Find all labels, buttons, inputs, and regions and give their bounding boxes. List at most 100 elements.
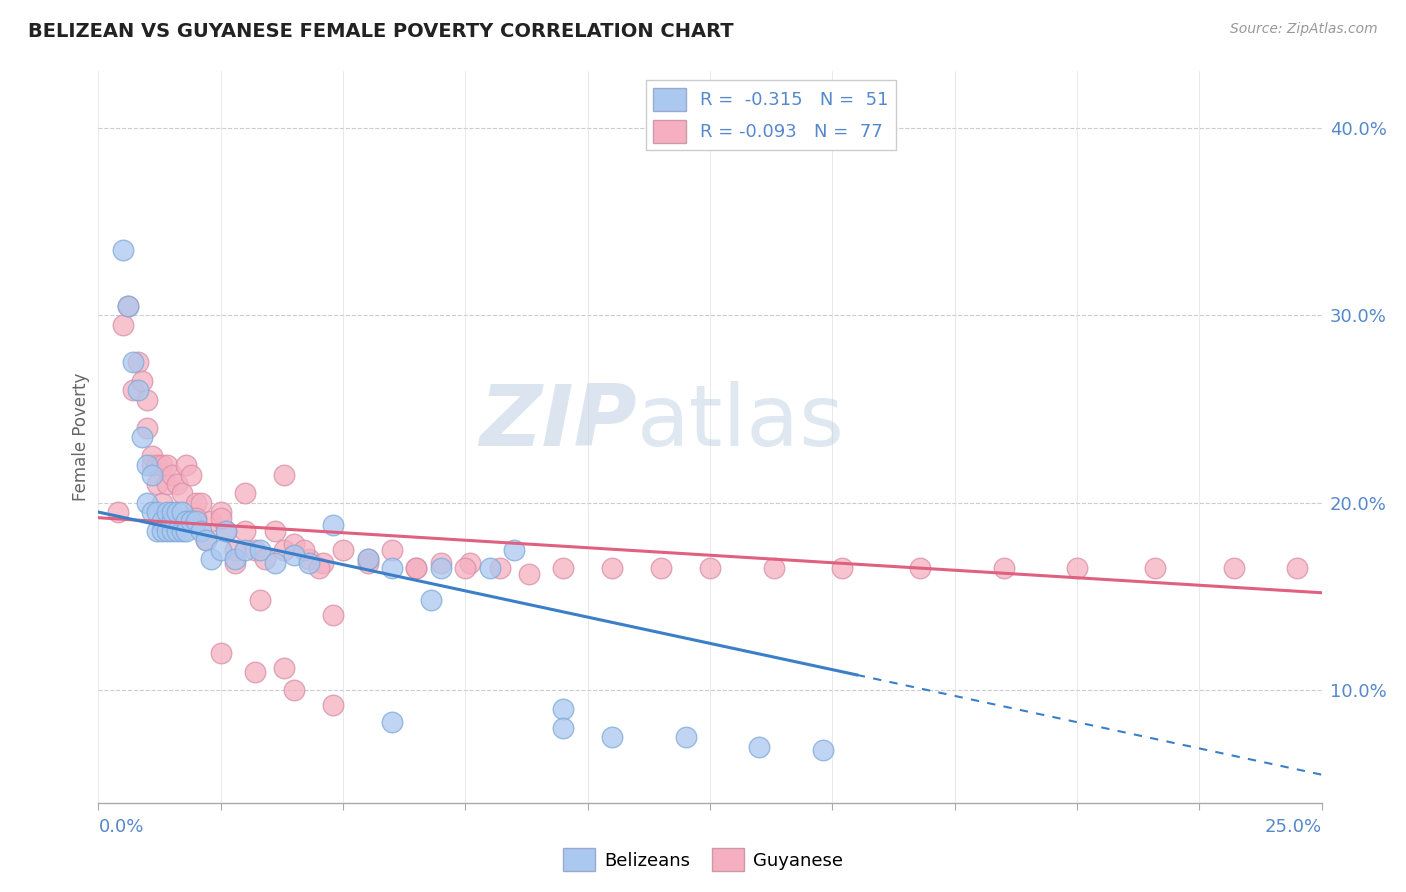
Point	[454, 561, 477, 575]
Point	[650, 561, 672, 575]
Point	[156, 458, 179, 473]
Point	[186, 515, 208, 529]
Point	[233, 486, 256, 500]
Point	[186, 496, 208, 510]
Point	[170, 505, 193, 519]
Point	[762, 561, 785, 575]
Point	[517, 566, 540, 581]
Point	[811, 743, 834, 757]
Point	[146, 477, 169, 491]
Point	[136, 496, 159, 510]
Point	[263, 556, 285, 570]
Point	[283, 683, 305, 698]
Point	[553, 561, 575, 575]
Point	[503, 542, 526, 557]
Point	[356, 552, 378, 566]
Point	[160, 515, 183, 529]
Point	[209, 510, 232, 524]
Point	[136, 392, 159, 407]
Point	[141, 449, 163, 463]
Point	[150, 496, 173, 510]
Point	[170, 524, 193, 538]
Point	[298, 556, 321, 570]
Point	[308, 561, 330, 575]
Point	[675, 730, 697, 744]
Point	[190, 496, 212, 510]
Point	[176, 458, 198, 473]
Point	[150, 524, 173, 538]
Point	[141, 505, 163, 519]
Point	[253, 552, 276, 566]
Point	[233, 542, 256, 557]
Point	[150, 458, 173, 473]
Point	[292, 542, 315, 557]
Point	[748, 739, 770, 754]
Point	[356, 556, 378, 570]
Point	[1222, 561, 1244, 575]
Point	[322, 698, 344, 713]
Point	[160, 515, 183, 529]
Point	[430, 556, 453, 570]
Point	[190, 524, 212, 538]
Point	[283, 537, 305, 551]
Point	[166, 477, 188, 491]
Point	[200, 552, 222, 566]
Text: Source: ZipAtlas.com: Source: ZipAtlas.com	[1230, 22, 1378, 37]
Point	[910, 561, 932, 575]
Point	[166, 505, 188, 519]
Point	[200, 515, 222, 529]
Point	[156, 477, 179, 491]
Point	[381, 542, 404, 557]
Point	[136, 458, 159, 473]
Point	[1144, 561, 1167, 575]
Point	[127, 383, 149, 397]
Point	[117, 299, 139, 313]
Text: 0.0%: 0.0%	[98, 818, 143, 836]
Point	[176, 524, 198, 538]
Point	[993, 561, 1015, 575]
Point	[243, 665, 266, 679]
Point	[160, 524, 183, 538]
Point	[111, 318, 134, 332]
Point	[233, 524, 256, 538]
Point	[141, 467, 163, 482]
Point	[249, 542, 271, 557]
Point	[243, 542, 266, 557]
Point	[831, 561, 853, 575]
Point	[146, 458, 169, 473]
Point	[176, 515, 198, 529]
Point	[131, 430, 153, 444]
Text: 25.0%: 25.0%	[1264, 818, 1322, 836]
Point	[224, 542, 246, 557]
Point	[553, 721, 575, 735]
Point	[117, 299, 139, 313]
Legend: Belizeans, Guyanese: Belizeans, Guyanese	[555, 841, 851, 879]
Text: atlas: atlas	[637, 381, 845, 464]
Point	[111, 243, 134, 257]
Text: ZIP: ZIP	[479, 381, 637, 464]
Point	[312, 556, 335, 570]
Point	[107, 505, 129, 519]
Point	[180, 515, 202, 529]
Point	[186, 510, 208, 524]
Point	[214, 524, 236, 538]
Point	[322, 608, 344, 623]
Point	[224, 556, 246, 570]
Y-axis label: Female Poverty: Female Poverty	[72, 373, 90, 501]
Point	[1286, 561, 1309, 575]
Point	[332, 542, 354, 557]
Point	[146, 524, 169, 538]
Point	[273, 467, 295, 482]
Point	[430, 561, 453, 575]
Point	[195, 533, 218, 548]
Point	[273, 661, 295, 675]
Point	[146, 505, 169, 519]
Point	[209, 646, 232, 660]
Point	[176, 515, 198, 529]
Point	[156, 505, 179, 519]
Point	[381, 715, 404, 730]
Point	[405, 561, 427, 575]
Legend: R =  -0.315   N =  51, R = -0.093   N =  77: R = -0.315 N = 51, R = -0.093 N = 77	[647, 80, 896, 150]
Point	[209, 542, 232, 557]
Point	[249, 593, 271, 607]
